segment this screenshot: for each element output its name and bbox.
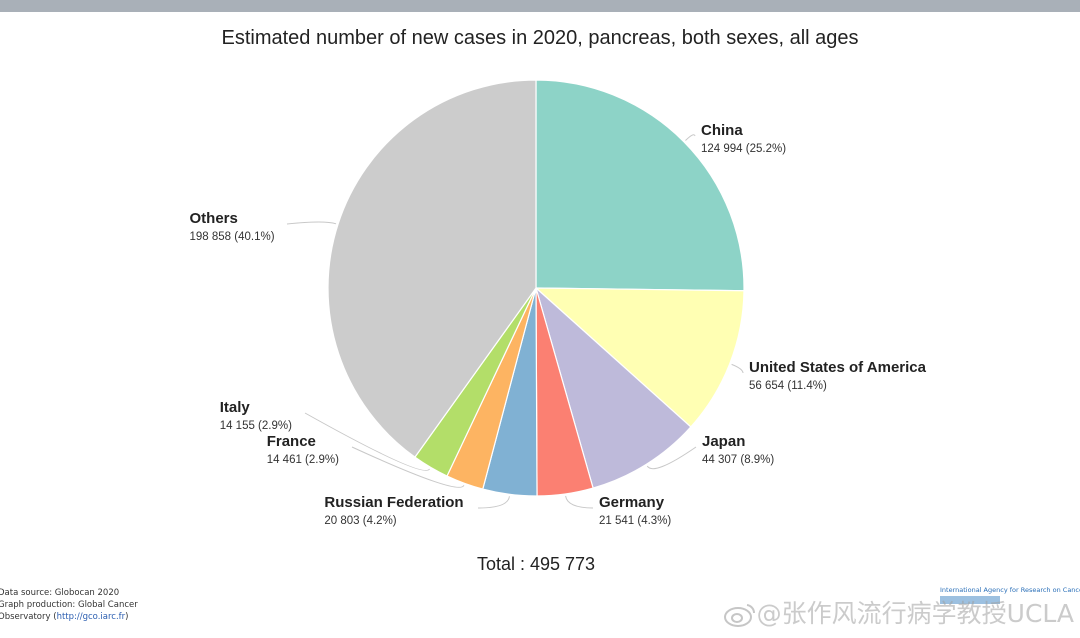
top-bar bbox=[0, 0, 1080, 12]
label-name-france: France bbox=[267, 433, 316, 450]
pie-slice-japan bbox=[534, 286, 692, 489]
chart-title: Estimated number of new cases in 2020, p… bbox=[221, 27, 859, 49]
leader-line-united-states-of-america bbox=[731, 363, 744, 374]
leader-line-japan bbox=[646, 446, 697, 470]
iarc-logo-text: International Agency for Research on Can… bbox=[940, 586, 1080, 594]
source-suffix: ) bbox=[125, 612, 129, 622]
watermark-text: @张作风流行病学教授UCLA bbox=[756, 599, 1074, 628]
leader-line-china bbox=[685, 134, 696, 141]
leader-line-france bbox=[351, 446, 465, 488]
source-link[interactable]: http://gco.iarc.fr bbox=[56, 612, 126, 622]
label-name-russian-federation: Russian Federation bbox=[324, 494, 463, 511]
leader-line-italy bbox=[304, 412, 430, 471]
label-name-japan: Japan bbox=[702, 433, 745, 450]
weibo-icon bbox=[723, 604, 755, 627]
source-line-1: Data source: Globocan 2020 bbox=[0, 588, 120, 598]
pie-slice-united-states-of-america bbox=[534, 287, 745, 428]
label-value-italy: 14 155 (2.9%) bbox=[220, 420, 292, 432]
label-name-germany: Germany bbox=[599, 494, 665, 511]
label-value-russian-federation: 20 803 (4.2%) bbox=[324, 515, 396, 527]
leader-line-germany bbox=[565, 495, 594, 509]
label-value-others: 198 858 (40.1%) bbox=[190, 231, 275, 243]
label-name-others: Others bbox=[190, 210, 238, 227]
label-name-united-states-of-america: United States of America bbox=[749, 359, 927, 376]
source-line-2: Graph production: Global Cancer bbox=[0, 600, 138, 610]
label-name-china: China bbox=[701, 122, 743, 139]
label-value-japan: 44 307 (8.9%) bbox=[702, 454, 774, 466]
iarc-logo-icon bbox=[940, 596, 1000, 604]
source-line-3: Observatory (http://gco.iarc.fr) bbox=[0, 611, 138, 623]
leader-line-russian-federation bbox=[477, 496, 510, 509]
label-value-united-states-of-america: 56 654 (11.4%) bbox=[749, 380, 827, 392]
label-name-italy: Italy bbox=[220, 399, 251, 416]
data-source-note: Data source: Globocan 2020 Graph product… bbox=[0, 587, 138, 623]
label-value-germany: 21 541 (4.3%) bbox=[599, 515, 671, 527]
label-value-china: 124 994 (25.2%) bbox=[701, 143, 786, 155]
pie-slice-china bbox=[535, 79, 745, 292]
source-prefix: Observatory ( bbox=[0, 612, 57, 622]
label-value-france: 14 461 (2.9%) bbox=[267, 454, 339, 466]
watermark: @张作风流行病学教授UCLA bbox=[723, 594, 1074, 630]
total-label: Total : 495 773 bbox=[476, 554, 596, 574]
leader-line-others bbox=[286, 221, 337, 225]
pie-slice-others bbox=[327, 79, 537, 458]
